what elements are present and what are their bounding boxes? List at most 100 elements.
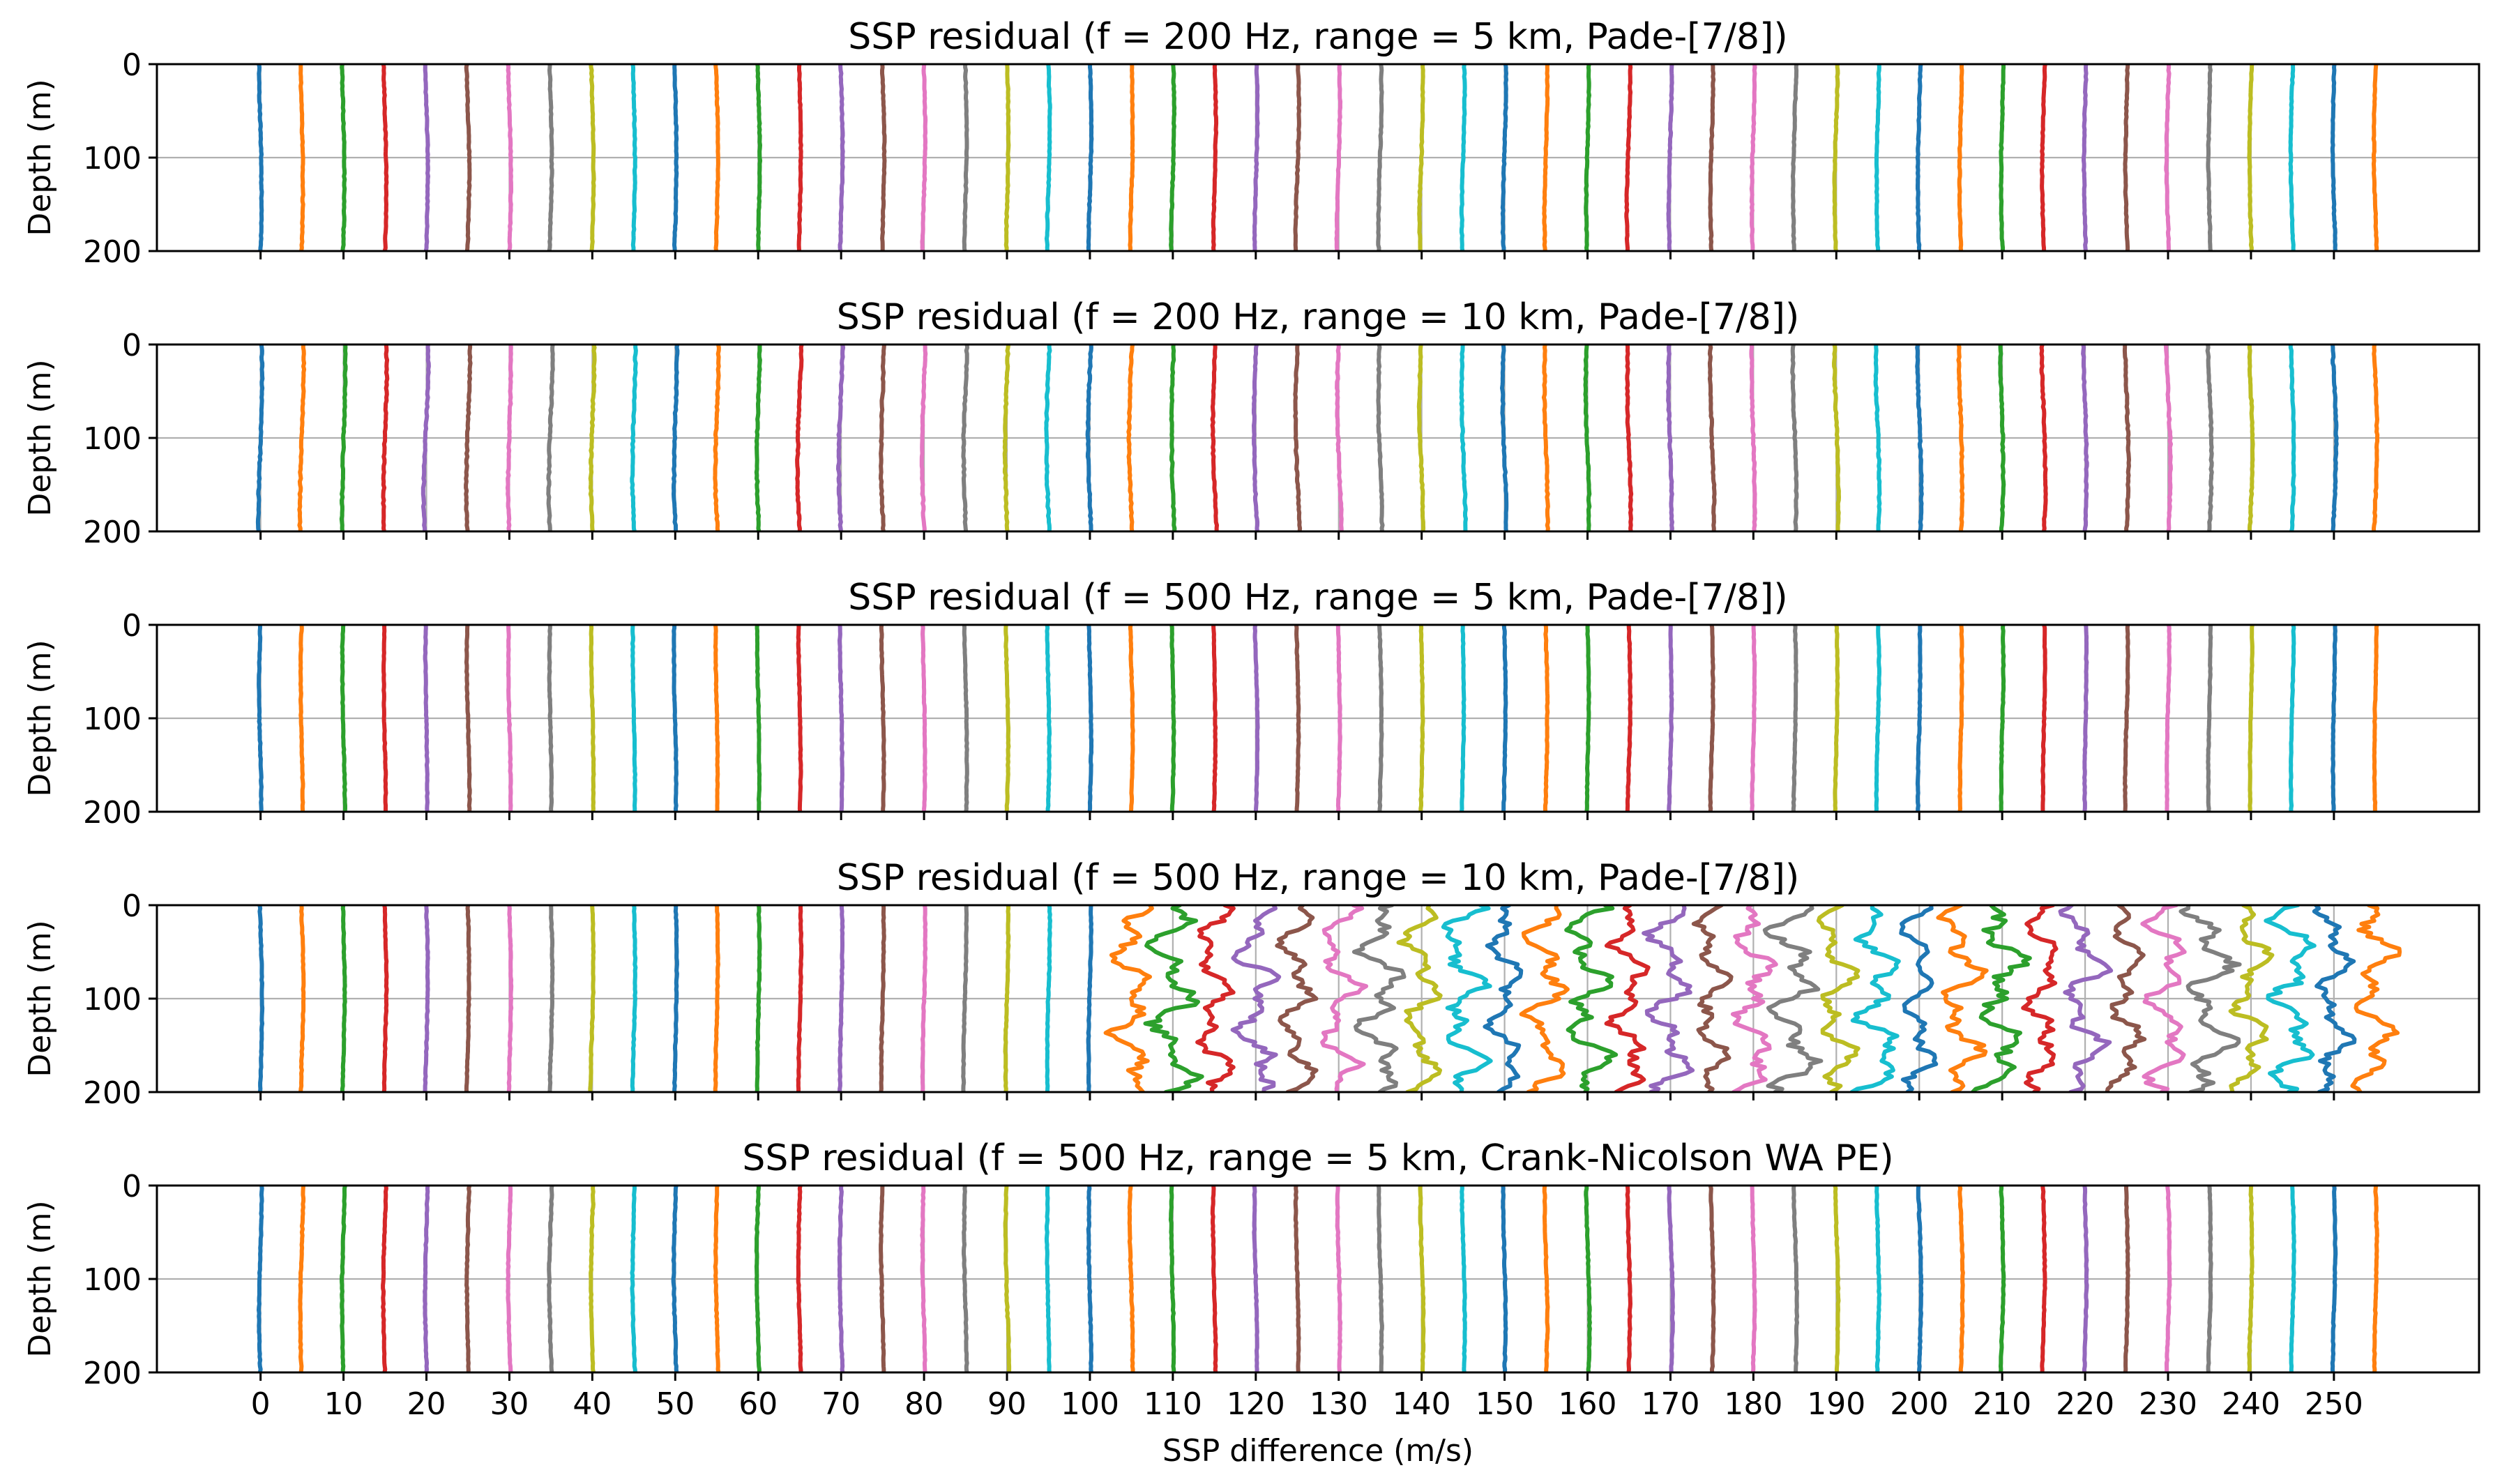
x-tick-label: 40 xyxy=(573,1386,612,1422)
series-line-170 xyxy=(1666,64,1674,251)
series-line-120 xyxy=(1252,1186,1259,1372)
series-line-10 xyxy=(340,905,347,1092)
series-line-45 xyxy=(630,625,637,812)
series-line-255 xyxy=(2372,1186,2379,1372)
series-line-5 xyxy=(298,905,306,1092)
panels: SSP residual (f = 200 Hz, range = 5 km, … xyxy=(22,16,2480,1422)
series-line-75 xyxy=(879,905,886,1092)
series-line-165 xyxy=(1625,344,1634,531)
x-tick-label: 140 xyxy=(1393,1386,1451,1422)
series-line-185 xyxy=(1762,905,1824,1092)
series-line-210 xyxy=(1998,344,2006,531)
x-tick-label: 0 xyxy=(251,1386,271,1422)
series-line-145 xyxy=(1441,905,1493,1092)
series-line-240 xyxy=(2228,905,2275,1092)
y-tick-label: 200 xyxy=(83,515,142,550)
series-line-125 xyxy=(1293,1186,1301,1372)
chart-panel-3: SSP residual (f = 500 Hz, range = 5 km, … xyxy=(22,577,2480,831)
series-line-200 xyxy=(1915,625,1923,812)
series-line-95 xyxy=(1045,625,1052,812)
y-tick-label: 200 xyxy=(83,795,142,831)
series-line-30 xyxy=(506,1186,513,1372)
series-line-175 xyxy=(1708,1186,1716,1372)
series-line-205 xyxy=(1957,64,1964,251)
series-line-55 xyxy=(713,905,720,1092)
y-tick-label: 100 xyxy=(83,421,142,457)
series-line-225 xyxy=(2123,625,2130,812)
series-line-100 xyxy=(1085,344,1093,531)
series-line-40 xyxy=(588,344,597,531)
series-line-100 xyxy=(1086,64,1094,251)
x-tick-label: 70 xyxy=(821,1386,861,1422)
series-line-85 xyxy=(962,64,969,251)
x-tick-label: 110 xyxy=(1144,1386,1202,1422)
chart-title: SSP residual (f = 500 Hz, range = 10 km,… xyxy=(837,857,1800,899)
series-line-15 xyxy=(381,625,388,812)
y-tick-label: 200 xyxy=(83,1356,142,1391)
series-line-110 xyxy=(1169,64,1177,251)
x-tick-label: 10 xyxy=(324,1386,363,1422)
series-line-130 xyxy=(1335,344,1344,531)
series-line-35 xyxy=(546,344,555,531)
series-line-60 xyxy=(755,905,762,1092)
series-line-190 xyxy=(1816,905,1861,1092)
x-tick-label: 100 xyxy=(1061,1386,1119,1422)
series-line-0 xyxy=(257,64,264,251)
series-line-225 xyxy=(2123,1186,2130,1372)
series-line-190 xyxy=(1832,344,1841,531)
series-line-215 xyxy=(2040,625,2047,812)
series-line-20 xyxy=(423,1186,430,1372)
series-line-0 xyxy=(257,1186,264,1372)
series-line-80 xyxy=(920,905,928,1092)
y-axis-label: Depth (m) xyxy=(22,639,58,796)
series-line-165 xyxy=(1604,905,1651,1092)
series-line-150 xyxy=(1501,625,1508,812)
series-line-130 xyxy=(1335,1186,1343,1372)
series-line-125 xyxy=(1294,625,1301,812)
series-line-30 xyxy=(505,344,513,531)
series-line-215 xyxy=(2039,64,2047,251)
series-line-25 xyxy=(464,1186,472,1372)
series-line-45 xyxy=(630,1186,637,1372)
series-line-235 xyxy=(2178,905,2242,1092)
series-line-120 xyxy=(1252,344,1260,531)
series-line-190 xyxy=(1833,1186,1841,1372)
series-line-150 xyxy=(1501,1186,1508,1372)
x-tick-label: 170 xyxy=(1641,1386,1699,1422)
series-line-195 xyxy=(1874,625,1881,812)
y-tick-label: 200 xyxy=(83,1075,142,1111)
series-line-15 xyxy=(381,1186,388,1372)
series-line-55 xyxy=(713,64,720,251)
series-line-85 xyxy=(961,905,969,1092)
series-line-85 xyxy=(962,625,969,812)
series-line-240 xyxy=(2248,625,2255,812)
series-line-250 xyxy=(2331,344,2339,531)
series-line-10 xyxy=(340,1186,347,1372)
series-line-255 xyxy=(2371,64,2379,251)
series-line-245 xyxy=(2288,64,2296,251)
chart-panel-2: SSP residual (f = 200 Hz, range = 10 km,… xyxy=(22,296,2480,550)
series-line-110 xyxy=(1169,625,1176,812)
series-line-140 xyxy=(1418,625,1425,812)
y-tick-label: 0 xyxy=(122,608,142,644)
series-line-250 xyxy=(2312,905,2357,1092)
series-line-80 xyxy=(919,344,928,531)
series-line-95 xyxy=(1044,344,1052,531)
series-line-135 xyxy=(1376,64,1384,251)
series-line-205 xyxy=(1957,1186,1965,1372)
y-axis-label: Depth (m) xyxy=(22,359,58,516)
series-line-35 xyxy=(547,1186,554,1372)
series-line-245 xyxy=(2288,625,2296,812)
series-line-60 xyxy=(755,64,763,251)
series-line-135 xyxy=(1377,625,1384,812)
series-line-90 xyxy=(1002,344,1011,531)
series-line-215 xyxy=(2039,344,2048,531)
series-line-65 xyxy=(796,625,803,812)
series-line-200 xyxy=(1916,1186,1924,1372)
series-line-35 xyxy=(547,64,554,251)
series-line-175 xyxy=(1708,625,1715,812)
series-line-20 xyxy=(423,64,430,251)
series-line-100 xyxy=(1086,905,1093,1092)
series-line-145 xyxy=(1459,64,1467,251)
series-line-240 xyxy=(2247,1186,2255,1372)
